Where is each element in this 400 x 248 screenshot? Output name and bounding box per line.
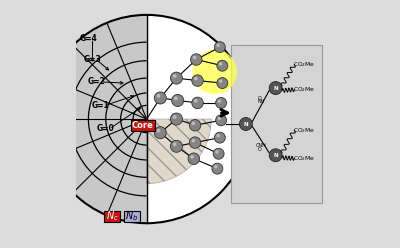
Text: G=2: G=2 — [88, 77, 106, 86]
Text: G=4: G=4 — [80, 34, 98, 43]
Circle shape — [173, 115, 176, 119]
Text: G=0: G=0 — [96, 124, 114, 133]
Text: O: O — [258, 95, 261, 101]
Circle shape — [188, 153, 200, 164]
Circle shape — [269, 149, 282, 162]
Circle shape — [216, 134, 220, 137]
Circle shape — [174, 96, 178, 100]
FancyBboxPatch shape — [231, 45, 322, 203]
Text: Core: Core — [132, 121, 154, 130]
Circle shape — [194, 77, 198, 80]
Circle shape — [189, 137, 201, 148]
Text: CO$_2$Me: CO$_2$Me — [293, 126, 315, 135]
Text: G=3: G=3 — [84, 55, 101, 64]
Circle shape — [215, 150, 219, 154]
FancyBboxPatch shape — [104, 211, 120, 222]
Circle shape — [214, 165, 218, 168]
Circle shape — [193, 56, 196, 59]
Wedge shape — [42, 15, 147, 223]
Circle shape — [194, 99, 198, 103]
Circle shape — [219, 62, 222, 65]
Text: CNH: CNH — [255, 143, 266, 148]
Circle shape — [189, 120, 201, 131]
Circle shape — [213, 148, 224, 159]
Circle shape — [218, 117, 221, 120]
Circle shape — [212, 163, 223, 174]
Circle shape — [154, 127, 166, 139]
Circle shape — [192, 75, 203, 86]
Wedge shape — [147, 15, 251, 223]
Circle shape — [170, 72, 182, 84]
Circle shape — [173, 74, 176, 78]
Text: CO$_2$Me: CO$_2$Me — [293, 85, 315, 94]
Text: NH: NH — [257, 99, 264, 104]
Text: O: O — [258, 147, 261, 152]
Circle shape — [216, 43, 220, 47]
Circle shape — [170, 113, 182, 125]
Circle shape — [192, 139, 195, 142]
Text: N: N — [273, 86, 278, 91]
Circle shape — [214, 132, 225, 143]
Circle shape — [173, 142, 176, 146]
Circle shape — [192, 122, 195, 125]
Circle shape — [192, 97, 203, 109]
FancyBboxPatch shape — [124, 211, 140, 222]
Circle shape — [269, 82, 282, 94]
Circle shape — [156, 94, 160, 98]
Circle shape — [216, 97, 226, 108]
Circle shape — [156, 129, 160, 132]
Text: N: N — [244, 122, 248, 126]
Circle shape — [240, 118, 252, 130]
Circle shape — [170, 140, 182, 152]
Text: G=1: G=1 — [92, 101, 110, 110]
Text: CO$_2$Me: CO$_2$Me — [293, 154, 315, 163]
Wedge shape — [147, 119, 211, 184]
Circle shape — [216, 115, 226, 126]
Circle shape — [219, 79, 222, 83]
Circle shape — [218, 99, 221, 103]
Circle shape — [154, 92, 166, 104]
Text: CO$_2$Me: CO$_2$Me — [293, 60, 315, 69]
Circle shape — [217, 78, 228, 89]
Text: $N_b$: $N_b$ — [125, 210, 138, 223]
Circle shape — [190, 155, 194, 158]
Circle shape — [217, 60, 228, 71]
Circle shape — [172, 94, 184, 106]
Text: N: N — [273, 153, 278, 158]
Text: $N_c$: $N_c$ — [106, 210, 118, 223]
Circle shape — [214, 42, 225, 53]
Circle shape — [190, 54, 202, 65]
Circle shape — [192, 50, 237, 94]
FancyBboxPatch shape — [131, 120, 155, 131]
